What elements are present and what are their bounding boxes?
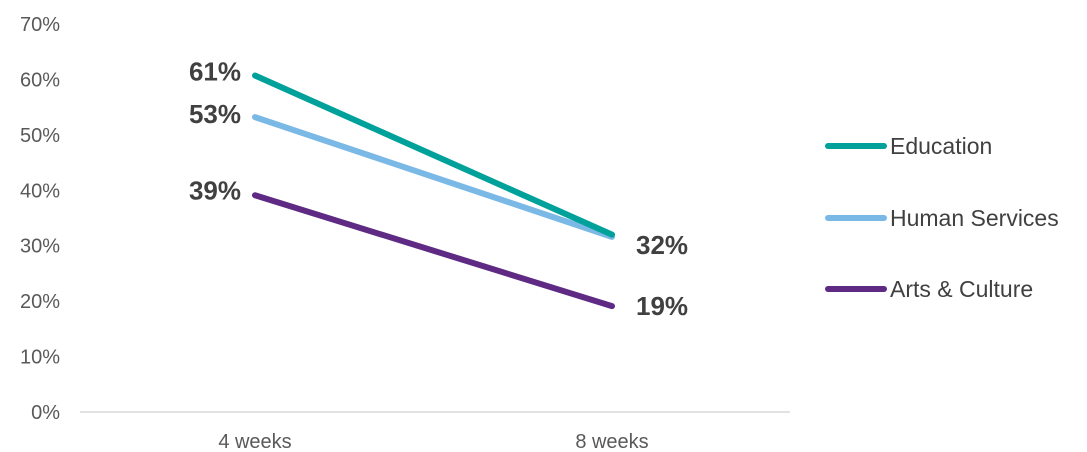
legend-item-arts-culture: Arts & Culture <box>825 276 1033 302</box>
x-axis-ticks: 4 weeks 8 weeks <box>218 431 648 452</box>
series-line-arts-culture <box>252 192 615 310</box>
x-tick-label: 8 weeks <box>575 431 648 452</box>
x-tick-label: 4 weeks <box>218 431 291 452</box>
y-tick-label: 20% <box>20 291 60 313</box>
y-tick-label: 40% <box>20 180 60 202</box>
legend-item-human-services: Human Services <box>825 205 1059 231</box>
series-line-human-services <box>252 114 615 240</box>
data-label: 61% <box>189 57 241 87</box>
data-labels: 61% 53% 32% 39% 19% <box>189 57 688 322</box>
y-tick-label: 30% <box>20 236 60 258</box>
data-label: 53% <box>189 99 241 129</box>
y-tick-label: 50% <box>20 125 60 147</box>
series-line-education <box>252 72 615 238</box>
data-label: 39% <box>189 175 241 205</box>
legend-label: Education <box>890 133 992 159</box>
data-label: 32% <box>636 230 688 260</box>
legend-label: Human Services <box>890 205 1059 231</box>
legend-label: Arts & Culture <box>890 276 1033 302</box>
legend-item-education: Education <box>825 133 992 159</box>
legend: Education Human Services Arts & Culture <box>825 133 1059 302</box>
series-lines <box>252 72 615 310</box>
y-tick-label: 70% <box>20 14 60 36</box>
data-label: 19% <box>636 291 688 321</box>
y-tick-label: 60% <box>20 69 60 91</box>
y-tick-label: 10% <box>20 347 60 369</box>
y-tick-label: 0% <box>31 402 60 424</box>
y-axis-ticks: 0% 10% 20% 30% 40% 50% 60% 70% <box>20 14 60 424</box>
